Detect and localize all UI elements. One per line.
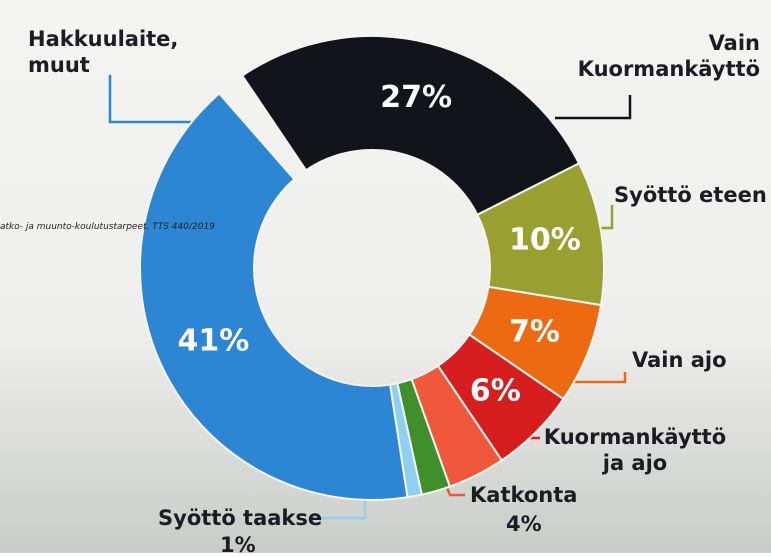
category-label: Hakkuulaite, muut: [28, 27, 179, 77]
leader-line: [600, 205, 614, 230]
value-label: 6%: [470, 374, 521, 409]
leader-line: [565, 372, 627, 384]
value-label: 1%: [220, 533, 256, 557]
category-label: Syöttö eteen: [614, 183, 767, 207]
leader-line: [555, 95, 632, 120]
category-label: Vain ajo: [632, 348, 727, 372]
donut-segment: [240, 35, 581, 217]
source-note: atko- ja muunto-koulutustarpeet. TTS 440…: [0, 222, 215, 232]
category-label: Vain Kuormankäyttö: [577, 31, 760, 81]
value-label: 41%: [177, 323, 249, 358]
value-label: 4%: [506, 512, 542, 536]
category-label: Kuormankäyttö ja ajo: [543, 425, 727, 475]
value-label: 27%: [380, 80, 452, 115]
donut-segment: [139, 92, 409, 501]
value-label: 10%: [509, 223, 581, 258]
leader-line: [315, 495, 367, 520]
value-label: 7%: [509, 314, 560, 349]
leader-line: [108, 75, 225, 124]
category-label: Katkonta: [470, 483, 578, 507]
category-label: Syöttö taakse: [158, 506, 323, 530]
